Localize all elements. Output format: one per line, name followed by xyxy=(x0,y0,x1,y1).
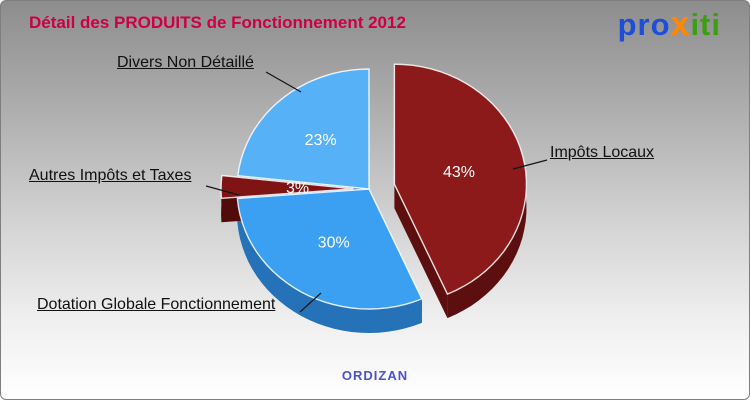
pie-slice-0[interactable] xyxy=(393,63,528,295)
autres-callout-line xyxy=(205,185,240,196)
pie-slice-side xyxy=(394,184,448,319)
pie-percent-1: 30% xyxy=(318,235,350,252)
pie-layer: 43% 30% 3% 23% xyxy=(220,63,528,333)
logo-part-x: x xyxy=(670,5,691,43)
pie-percent-3: 23% xyxy=(305,132,337,149)
divers-callout-line xyxy=(265,71,302,93)
municipality-name: ORDIZAN xyxy=(341,368,409,383)
pie-percent-0: 43% xyxy=(443,164,475,181)
callout-lines xyxy=(205,71,548,313)
page-title: Détail des PRODUITS de Fonctionnement 20… xyxy=(29,13,406,32)
label-dotation-globale-fonctionnement: Dotation Globale Fonctionnement xyxy=(37,296,276,313)
label-divers-non-detaille: Divers Non Détaillé xyxy=(117,54,254,71)
logo-part-iti: iti xyxy=(690,7,721,42)
pie-slice-3[interactable] xyxy=(237,68,370,190)
pie-percent-2: 3% xyxy=(286,180,309,197)
label-autres-impots-et-taxes: Autres Impôts et Taxes xyxy=(29,167,192,184)
pie-slice-side xyxy=(237,198,422,333)
label-impots-locaux: Impôts Locaux xyxy=(550,144,655,161)
impots-callout-line xyxy=(512,159,548,170)
dotation-callout-line xyxy=(299,292,322,313)
pie-slice-1[interactable] xyxy=(236,188,423,310)
logo-part-pro: pro xyxy=(617,7,671,42)
pie-slice-2[interactable] xyxy=(220,174,354,199)
proxiti-logo[interactable]: proxiti xyxy=(618,5,721,44)
